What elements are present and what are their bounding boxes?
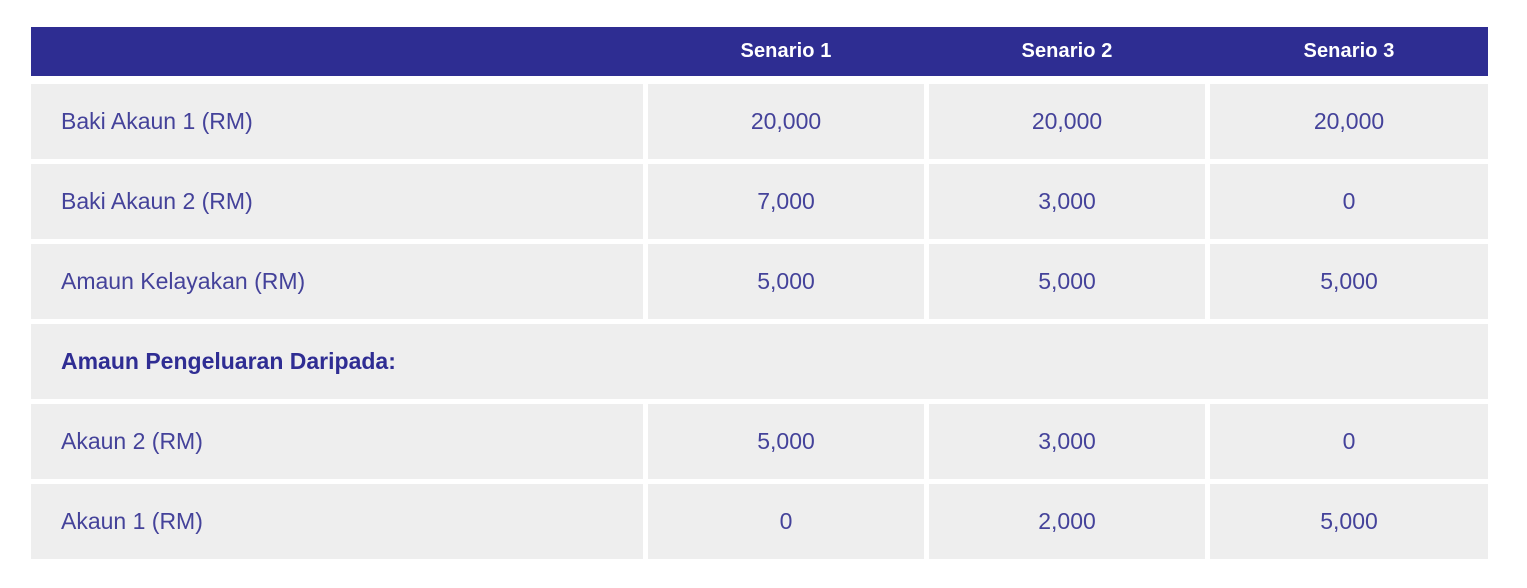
cell-value: 20,000	[929, 84, 1205, 159]
cell-value: 5,000	[1210, 244, 1488, 319]
cell-value: 0	[1210, 404, 1488, 479]
row-label: Amaun Kelayakan (RM)	[31, 244, 643, 319]
column-header-senario-1: Senario 1	[740, 40, 832, 62]
cell-value: 0	[1210, 164, 1488, 239]
cell-value: 5,000	[648, 404, 924, 479]
scenario-comparison-table: Senario 1 Senario 2 Senario 3 Baki Akaun 1…	[31, 27, 1488, 559]
row-label: Akaun 1 (RM)	[31, 484, 643, 559]
row-label: Baki Akaun 1 (RM)	[31, 84, 643, 159]
cell-value: 0	[648, 484, 924, 559]
cell-value: 5,000	[1210, 484, 1488, 559]
table-row: Akaun 1 (RM) 0 2,000 5,000	[31, 484, 1488, 559]
column-header-senario-2: Senario 2	[1021, 40, 1113, 62]
cell-value: 5,000	[648, 244, 924, 319]
cell-value: 3,000	[929, 404, 1205, 479]
cell-value: 3,000	[929, 164, 1205, 239]
column-header-senario-3: Senario 3	[1303, 40, 1395, 62]
row-label: Baki Akaun 2 (RM)	[31, 164, 643, 239]
cell-value: 20,000	[1210, 84, 1488, 159]
table-row: Akaun 2 (RM) 5,000 3,000 0	[31, 404, 1488, 479]
cell-value: 7,000	[648, 164, 924, 239]
cell-value: 2,000	[929, 484, 1205, 559]
row-label: Akaun 2 (RM)	[31, 404, 643, 479]
table-header-row: Senario 1 Senario 2 Senario 3	[31, 27, 1488, 76]
table-row: Amaun Kelayakan (RM) 5,000 5,000 5,000	[31, 244, 1488, 319]
cell-value: 20,000	[648, 84, 924, 159]
table-row: Baki Akaun 2 (RM) 7,000 3,000 0	[31, 164, 1488, 239]
table-body: Baki Akaun 1 (RM) 20,000 20,000 20,000 Baki …	[31, 84, 1488, 559]
cell-value: 5,000	[929, 244, 1205, 319]
table-row: Baki Akaun 1 (RM) 20,000 20,000 20,000	[31, 84, 1488, 159]
section-row: Amaun Pengeluaran Daripada:	[31, 324, 1488, 399]
section-label: Amaun Pengeluaran Daripada:	[31, 324, 1488, 399]
